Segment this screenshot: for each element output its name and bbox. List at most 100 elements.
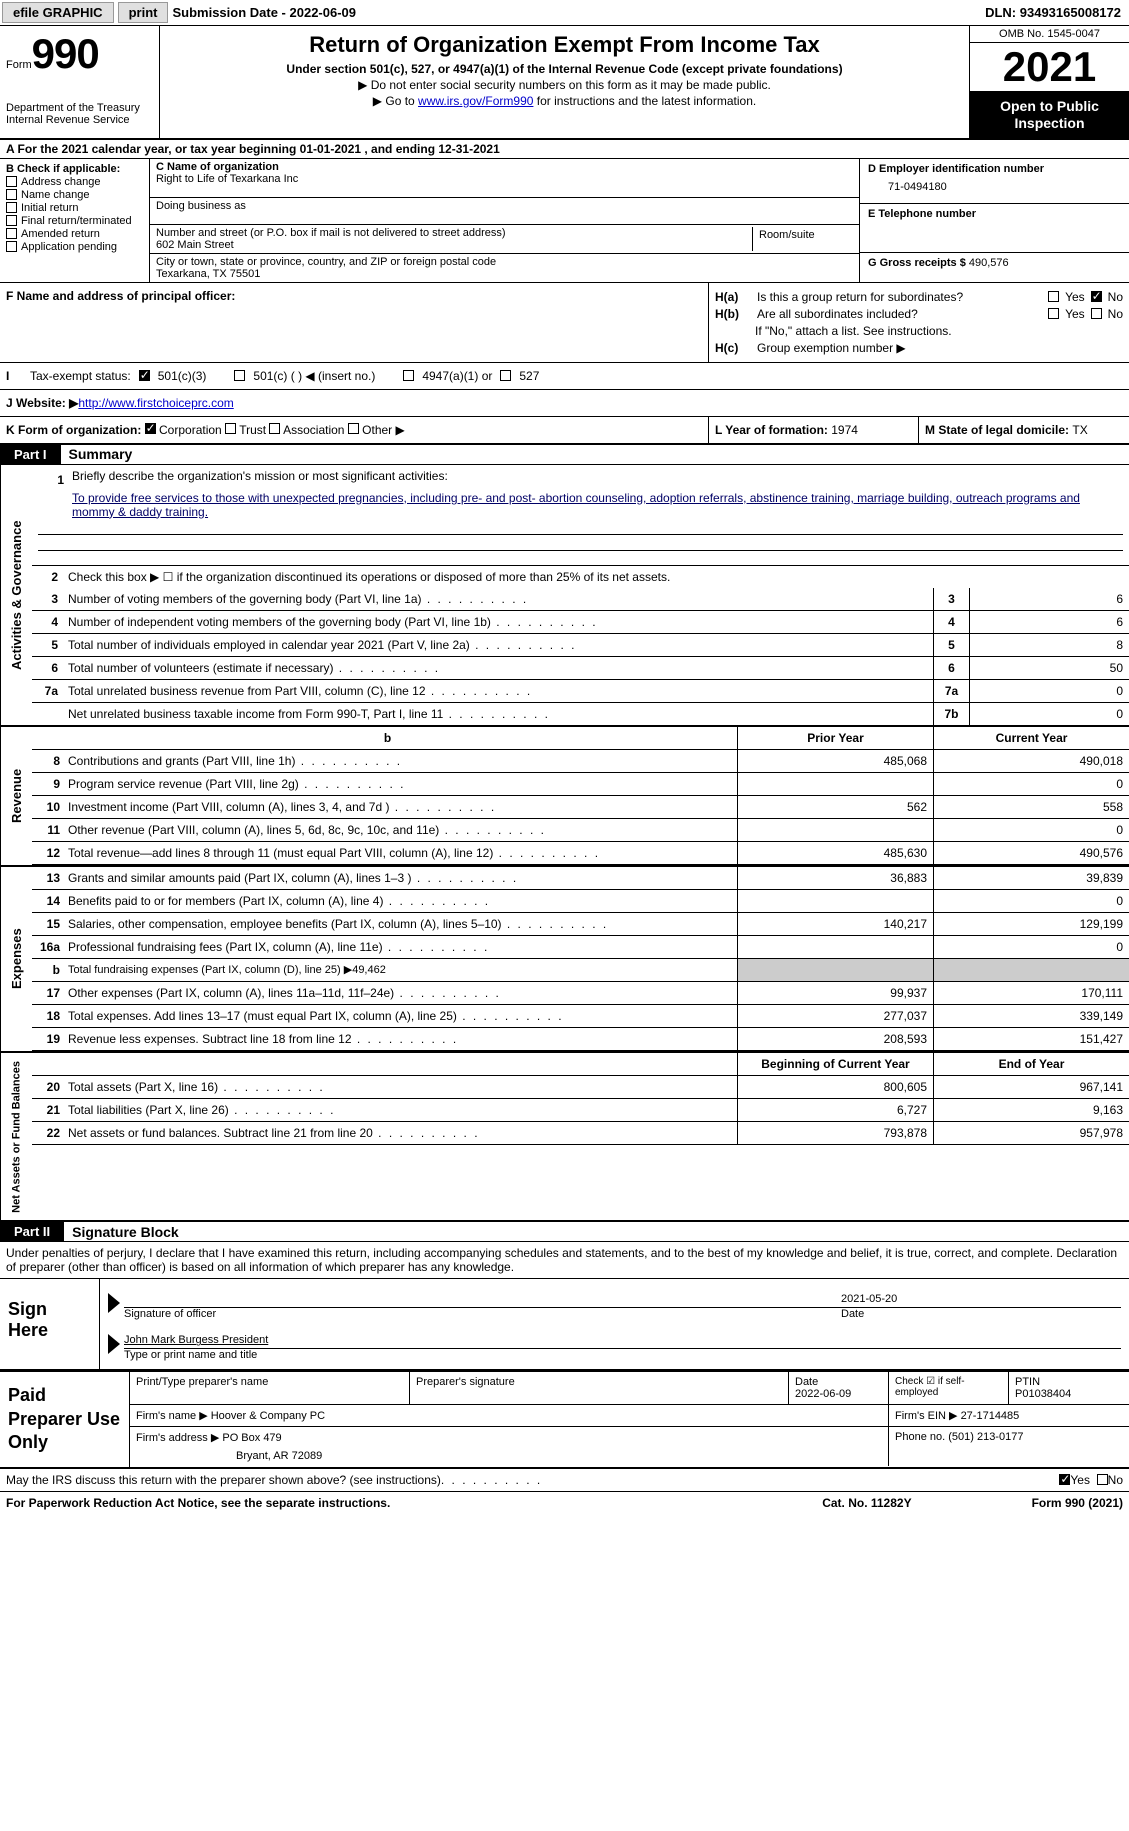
k-label: K Form of organization: <box>6 423 141 437</box>
tax-status-label: Tax-exempt status: <box>30 369 131 383</box>
f-officer: F Name and address of principal officer: <box>0 283 709 362</box>
ha-no[interactable] <box>1091 291 1102 302</box>
chk-address-change[interactable] <box>6 176 17 187</box>
ptin-label: PTIN <box>1015 1376 1123 1388</box>
l-year: L Year of formation: 1974 <box>709 417 919 443</box>
k-form-org: K Form of organization: Corporation Trus… <box>0 417 709 443</box>
header-left: Form990 Department of the Treasury Inter… <box>0 26 160 138</box>
dln-label: DLN: <box>985 5 1020 20</box>
hb-yes-label: Yes <box>1065 307 1085 321</box>
chk-other[interactable] <box>348 423 359 434</box>
firm-name: Hoover & Company PC <box>211 1410 325 1422</box>
tab-governance: Activities & Governance <box>0 465 32 725</box>
discuss-row: May the IRS discuss this return with the… <box>0 1469 1129 1491</box>
chk-pending[interactable] <box>6 241 17 252</box>
chk-corp[interactable] <box>145 423 156 434</box>
hb-note: If "No," attach a list. See instructions… <box>715 324 1123 338</box>
sig-date: 2021-05-20 <box>841 1293 1121 1308</box>
firm-addr1: PO Box 479 <box>222 1432 281 1444</box>
summary-line: 7aTotal unrelated business revenue from … <box>32 680 1129 703</box>
cat-number: Cat. No. 11282Y <box>822 1496 911 1510</box>
ha-text: Is this a group return for subordinates? <box>757 290 1042 304</box>
chk-assoc[interactable] <box>269 423 280 434</box>
website-link[interactable]: http://www.firstchoiceprc.com <box>78 396 233 410</box>
chk-501c[interactable] <box>234 370 245 381</box>
ha-no-label: No <box>1108 290 1123 304</box>
efile-button[interactable]: efile GRAPHIC <box>2 2 114 23</box>
chk-final[interactable] <box>6 215 17 226</box>
room-suite: Room/suite <box>753 227 853 251</box>
arrow-icon <box>108 1334 120 1354</box>
name-title-label: Type or print name and title <box>124 1349 1121 1361</box>
revenue-line: 10Investment income (Part VIII, column (… <box>32 796 1129 819</box>
chk-initial[interactable] <box>6 202 17 213</box>
goto-pre: ▶ Go to <box>373 94 418 108</box>
f-label: F Name and address of principal officer: <box>6 289 235 303</box>
irs-link[interactable]: www.irs.gov/Form990 <box>418 94 533 108</box>
expense-line: 14Benefits paid to or for members (Part … <box>32 890 1129 913</box>
hb-text: Are all subordinates included? <box>757 307 1042 321</box>
b-check-label: B Check if applicable: <box>6 163 143 175</box>
chk-amended[interactable] <box>6 228 17 239</box>
ha-yes[interactable] <box>1048 291 1059 302</box>
ein-label: D Employer identification number <box>868 163 1121 175</box>
end-year-header: End of Year <box>933 1053 1129 1075</box>
firm-phone: (501) 213-0177 <box>948 1431 1023 1443</box>
hb-no[interactable] <box>1091 308 1102 319</box>
sig-officer-label: Signature of officer <box>124 1308 841 1320</box>
opt-4947: 4947(a)(1) or <box>422 369 492 383</box>
part-i-title: Summary <box>61 446 133 462</box>
self-employed-check: Check ☑ if self-employed <box>889 1372 1009 1404</box>
expense-line: 16aProfessional fundraising fees (Part I… <box>32 936 1129 959</box>
opt-501c: 501(c) ( ) ◀ (insert no.) <box>253 369 375 383</box>
net-assets-section: Net Assets or Fund Balances Beginning of… <box>0 1053 1129 1223</box>
form-number: 990 <box>32 30 99 77</box>
discuss-no[interactable] <box>1097 1474 1108 1485</box>
part-i-header: Part I Summary <box>0 445 1129 465</box>
col-b-checkboxes: B Check if applicable: Address change Na… <box>0 159 150 282</box>
prep-date-label: Date <box>795 1376 882 1388</box>
opt-pending: Application pending <box>21 241 117 253</box>
net-line: 22Net assets or fund balances. Subtract … <box>32 1122 1129 1145</box>
firm-addr2: Bryant, AR 72089 <box>136 1444 882 1462</box>
gross-label: G Gross receipts $ <box>868 257 969 269</box>
summary-line: 5Total number of individuals employed in… <box>32 634 1129 657</box>
m-label: M State of legal domicile: <box>925 423 1072 437</box>
inspect-line1: Open to Public <box>972 98 1127 115</box>
addr-label: Number and street (or P.O. box if mail i… <box>156 227 752 239</box>
expense-line: bTotal fundraising expenses (Part IX, co… <box>32 959 1129 982</box>
chk-name-change[interactable] <box>6 189 17 200</box>
top-bar: efile GRAPHIC print Submission Date - 20… <box>0 0 1129 26</box>
prep-name-label: Print/Type preparer's name <box>130 1372 410 1404</box>
section-bcdeg: B Check if applicable: Address change Na… <box>0 159 1129 283</box>
inspection-badge: Open to Public Inspection <box>970 92 1129 138</box>
opt-amended: Amended return <box>21 228 100 240</box>
date-label: Date <box>841 1308 1121 1320</box>
chk-trust[interactable] <box>225 423 236 434</box>
chk-501c3[interactable] <box>139 370 150 381</box>
opt-trust: Trust <box>239 423 266 437</box>
discuss-yes[interactable] <box>1059 1474 1070 1485</box>
l-value: 1974 <box>831 423 858 437</box>
inspect-line2: Inspection <box>972 115 1127 132</box>
mission-text: To provide free services to those with u… <box>38 491 1123 519</box>
summary-line: 6Total number of volunteers (estimate if… <box>32 657 1129 680</box>
chk-527[interactable] <box>500 370 511 381</box>
prior-year-header: Prior Year <box>737 727 933 749</box>
prep-date-value: 2022-06-09 <box>795 1388 882 1400</box>
org-name: Right to Life of Texarkana Inc <box>156 173 853 185</box>
expense-line: 13Grants and similar amounts paid (Part … <box>32 867 1129 890</box>
print-button[interactable]: print <box>118 2 169 23</box>
summary-line: 3Number of voting members of the governi… <box>32 588 1129 611</box>
hb-yes[interactable] <box>1048 308 1059 319</box>
submission-label: Submission Date - 2022-06-09 <box>172 5 356 20</box>
discuss-no-label: No <box>1108 1473 1123 1487</box>
arrow-icon <box>108 1293 120 1313</box>
omb-number: OMB No. 1545-0047 <box>970 26 1129 43</box>
prep-label: Paid Preparer Use Only <box>0 1372 130 1466</box>
city-value: Texarkana, TX 75501 <box>156 268 853 280</box>
dba-label: Doing business as <box>156 200 853 212</box>
chk-4947[interactable] <box>403 370 414 381</box>
tax-year: 2021 <box>970 43 1129 92</box>
dept-treasury: Department of the Treasury <box>6 102 153 114</box>
